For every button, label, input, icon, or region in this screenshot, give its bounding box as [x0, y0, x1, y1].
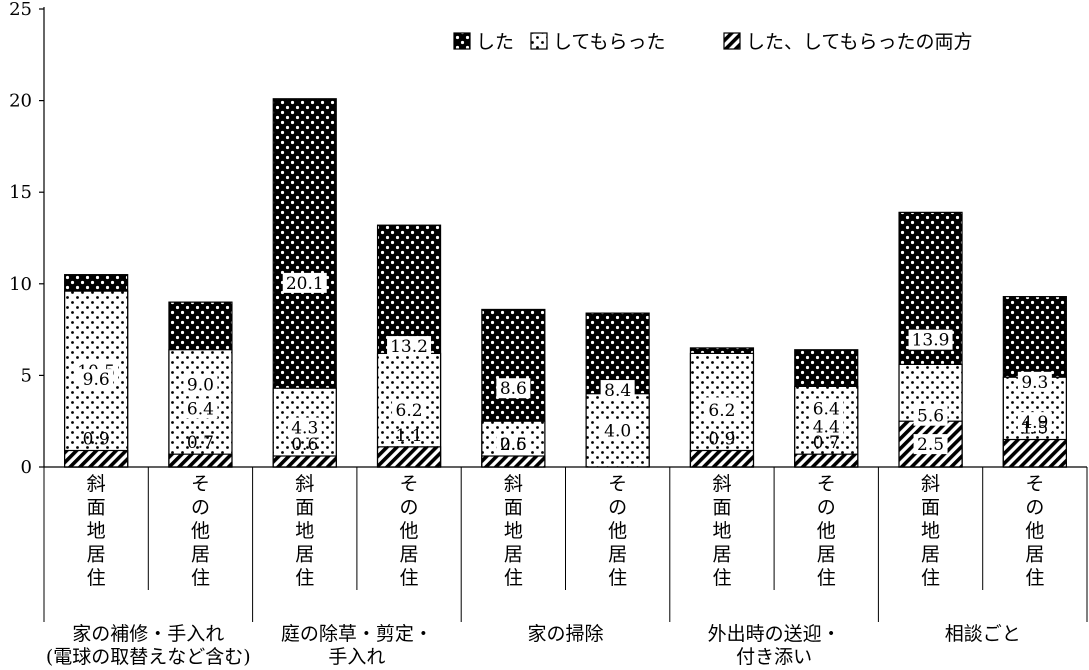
value-label-bg-shita-2	[183, 374, 218, 395]
value-label-shita-5: 8.6	[500, 379, 527, 399]
value-labels-layer: 10.59.60.99.06.40.720.14.30.613.26.21.18…	[74, 272, 1052, 455]
value-label-shitemoratta-1: 9.6	[83, 370, 110, 390]
category-label-6: その他居住	[608, 473, 627, 589]
value-label-bg-shitemoratta-4	[392, 400, 427, 421]
value-label-ryoho-1: 0.9	[83, 430, 110, 450]
group-label-4-line-2: 付き添い	[736, 646, 812, 668]
y-tick-label-10: 10	[9, 274, 32, 295]
value-label-bg-shitemoratta-5	[496, 434, 531, 455]
legend-swatch-shita	[453, 32, 471, 50]
value-label-shitemoratta-4: 6.2	[396, 401, 423, 421]
bar-ryoho-8	[794, 453, 859, 468]
group-label-4-line-1: 外出時の送迎・	[708, 623, 841, 645]
value-label-shitemoratta-5: 2.5	[500, 435, 527, 455]
y-tick-label-5: 5	[21, 365, 32, 386]
value-label-bg-shita-9	[908, 329, 953, 350]
value-label-shitemoratta-3: 4.3	[291, 419, 318, 439]
group-label-1-line-2: (電球の取替えなど含む)	[46, 646, 251, 668]
value-label-ryoho-3: 0.6	[291, 435, 318, 455]
value-label-bg-shitemoratta-3	[287, 417, 322, 438]
value-label-shitemoratta-9: 5.6	[917, 407, 944, 427]
value-label-bg-shitemoratta-6	[600, 420, 635, 441]
group-label-1-line-1: 家の補修・手入れ	[72, 623, 224, 645]
category-label-9: 斜面地居住	[921, 473, 940, 589]
value-label-ryoho-8: 0.7	[813, 433, 840, 453]
value-label-shita-6: 8.4	[604, 381, 631, 401]
category-label-4: その他居住	[400, 473, 419, 589]
bar-ryoho-2	[168, 453, 233, 468]
value-label-bg-shita-4	[387, 336, 432, 357]
value-label-bg-ryoho-9	[913, 434, 948, 455]
value-label-bg-shita-5	[496, 378, 531, 399]
y-tick-label-0: 0	[21, 457, 32, 478]
bar-ryoho-4	[376, 446, 442, 468]
value-label-shita-10: 9.3	[1021, 373, 1048, 393]
value-label-shitemoratta-10: 4.9	[1021, 413, 1048, 433]
y-tick-label-15: 15	[9, 182, 32, 203]
value-label-shita-3: 20.1	[286, 274, 324, 294]
category-label-7: 斜面地居住	[712, 473, 731, 589]
legend-label-shita: した	[476, 31, 514, 53]
value-label-ryoho-2: 0.7	[187, 433, 214, 453]
value-label-shitemoratta-6: 4.0	[604, 421, 631, 441]
value-label-shitemoratta-8: 4.4	[813, 418, 840, 438]
bar-ryoho-1	[64, 449, 129, 468]
bar-ryoho-10	[1002, 438, 1067, 468]
category-label-2: その他居住	[191, 473, 210, 589]
category-label-1: 斜面地居住	[87, 473, 106, 589]
legend-label-shitemoratta: してもらった	[553, 31, 665, 53]
value-label-shita-8: 6.4	[813, 399, 840, 419]
value-label-shitemoratta-7: 6.2	[708, 401, 735, 421]
y-tick-label-20: 20	[9, 91, 32, 112]
value-label-bg-shita-6	[600, 380, 635, 401]
category-label-5: 斜面地居住	[504, 473, 523, 589]
value-label-shita-4: 13.2	[390, 337, 428, 357]
value-label-bg-shitemoratta-1	[79, 369, 114, 390]
bar-ryoho-3	[272, 455, 337, 468]
value-label-bg-shitemoratta-7	[704, 400, 739, 421]
group-label-5-line-1: 相談ごと	[945, 623, 1021, 645]
legend-label-ryoho: した、してもらったの両方	[746, 31, 972, 53]
value-label-bg-shitemoratta-2	[183, 398, 218, 419]
group-label-2-line-1: 庭の除草・剪定・	[281, 623, 433, 645]
legend-swatch-ryoho	[723, 32, 741, 50]
category-label-8: その他居住	[817, 473, 836, 589]
value-label-bg-shita-8	[809, 398, 844, 419]
value-label-bg-shitemoratta-8	[809, 416, 844, 437]
category-label-3: 斜面地居住	[295, 473, 314, 589]
legend-swatch-shitemoratta	[530, 32, 548, 50]
bar-ryoho-7	[689, 449, 755, 468]
category-label-10: その他居住	[1025, 473, 1044, 589]
value-label-shita-9: 13.9	[912, 331, 950, 351]
value-label-ryoho-10: 1.5	[1021, 419, 1048, 439]
y-tick-label-25: 25	[9, 0, 32, 20]
value-label-bg-shitemoratta-9	[913, 405, 948, 426]
value-label-ryoho-9: 2.5	[917, 435, 944, 455]
value-label-bg-shita-3	[282, 272, 327, 293]
value-label-ryoho-4: 1.1	[396, 426, 423, 446]
value-label-shita-2: 9.0	[187, 376, 214, 396]
category-labels-layer: 斜面地居住 その他居住 斜面地居住 その他居住 斜面地居住 その他居住 斜面地居住 その他居住…	[43, 467, 1088, 668]
group-label-2-line-2: 手入れ	[328, 646, 385, 668]
legend: した してもらった した、してもらったの両方	[453, 31, 972, 53]
value-label-ryoho-7: 0.9	[708, 430, 735, 450]
bar-ryoho-5	[481, 455, 546, 468]
value-label-bg-shita-10	[1017, 371, 1052, 392]
value-label-bg-shitemoratta-10	[1017, 412, 1052, 433]
value-label-ryoho-5: 0.6	[500, 435, 527, 455]
value-label-shitemoratta-2: 6.4	[187, 399, 214, 419]
group-label-3-line-1: 家の掃除	[527, 623, 603, 645]
